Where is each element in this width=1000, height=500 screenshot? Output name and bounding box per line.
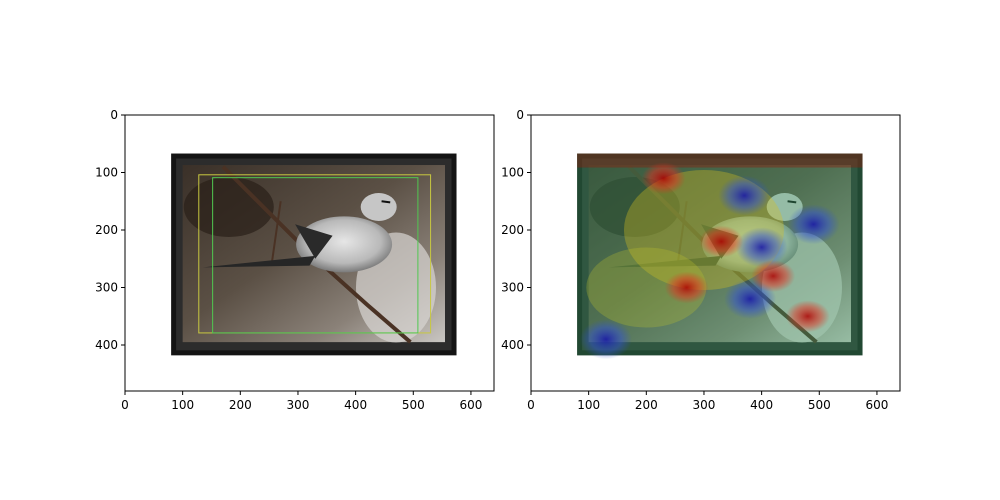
y-tick-label: 300 (501, 281, 524, 295)
y-tick-label: 200 (501, 223, 524, 237)
heatmap-hot-spot (699, 225, 744, 258)
heatmap-hot-spot (664, 271, 709, 304)
heatmap-cold-spot (579, 319, 632, 360)
heatmap-warm-zone (586, 247, 707, 328)
heatmap-top-band (577, 153, 863, 168)
bird-tail (608, 255, 722, 268)
x-tick-label: 300 (287, 398, 310, 412)
x-tick-label: 600 (865, 398, 888, 412)
x-tick-label: 300 (693, 398, 716, 412)
x-tick-label: 600 (459, 398, 482, 412)
axes-frame (530, 114, 901, 392)
bird-tail (202, 255, 316, 268)
y-tick-label: 0 (516, 108, 524, 122)
bird-photo (577, 153, 863, 356)
y-tick-label: 400 (501, 338, 524, 352)
x-tick-label: 0 (121, 398, 129, 412)
y-tick-label: 100 (501, 166, 524, 180)
x-tick-label: 400 (750, 398, 773, 412)
bounding-box-2 (212, 177, 419, 334)
heatmap-cold-spot (718, 175, 771, 216)
bird-eye-stripe (381, 200, 391, 204)
twig (271, 201, 282, 262)
branch (221, 165, 412, 344)
heatmap-hot-spot (785, 300, 830, 333)
y-tick-label: 0 (110, 108, 118, 122)
axes-frame (124, 114, 495, 392)
y-tick-label: 400 (95, 338, 118, 352)
heatmap-hot-spot (751, 260, 796, 292)
y-tick-label: 300 (95, 281, 118, 295)
y-tick-label: 100 (95, 166, 118, 180)
x-tick-label: 200 (635, 398, 658, 412)
heatmap-overlay (577, 153, 863, 360)
background-blur-dark (183, 177, 274, 237)
bird-eye-stripe (787, 200, 797, 204)
axes-left: 0 100 200 300 400 500 600 0 100 200 300 400 (95, 108, 495, 412)
bird-photo (171, 153, 457, 356)
x-tick-label: 200 (229, 398, 252, 412)
x-tick-label: 500 (808, 398, 831, 412)
x-tick-label: 400 (344, 398, 367, 412)
bird-wing (295, 224, 333, 259)
heatmap-cold-spot (787, 204, 840, 245)
bird-head (360, 193, 397, 221)
y-tick-label: 200 (95, 223, 118, 237)
twig (677, 201, 688, 262)
x-tick-label: 100 (577, 398, 600, 412)
heatmap-hot-spot (641, 162, 686, 195)
bird-body (296, 216, 393, 273)
heatmap-cold-spot (735, 227, 788, 268)
x-tick-label: 100 (171, 398, 194, 412)
x-tick-label: 0 (527, 398, 535, 412)
x-tick-label: 500 (402, 398, 425, 412)
axes-right: 0 100 200 300 400 500 600 0 100 200 300 400 (501, 108, 901, 412)
